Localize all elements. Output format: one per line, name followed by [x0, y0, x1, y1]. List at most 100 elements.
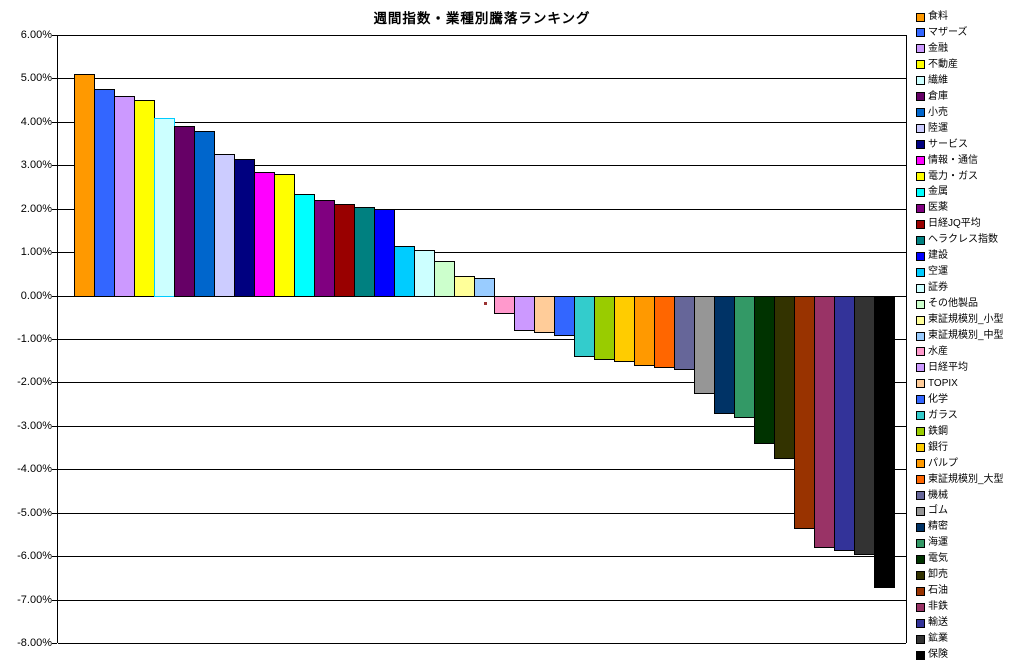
legend-swatch-icon — [916, 554, 925, 564]
bar-18 — [434, 260, 455, 297]
legend-label: 情報・通信 — [928, 154, 978, 166]
y-axis-tick — [52, 469, 57, 470]
legend-item-15: 建設 — [916, 248, 948, 264]
gridline — [58, 600, 906, 601]
legend-item-35: 卸売 — [916, 567, 948, 583]
legend-item-32: 精密 — [916, 519, 948, 535]
gridline — [58, 513, 906, 514]
bar-34 — [754, 295, 775, 445]
legend-label: 電力・ガス — [928, 170, 978, 182]
legend-swatch-icon — [916, 602, 925, 612]
y-axis-label: -4.00% — [17, 463, 52, 475]
legend-swatch-icon — [916, 538, 925, 548]
legend-label: 医薬 — [928, 202, 948, 214]
legend-swatch-icon — [916, 219, 925, 229]
legend-item-33: 海運 — [916, 535, 948, 551]
bar-38 — [834, 295, 855, 551]
legend-item-28: パルプ — [916, 456, 958, 472]
legend-label: その他製品 — [928, 298, 978, 310]
legend-label: 鉱業 — [928, 633, 948, 645]
legend-item-39: 鉱業 — [916, 631, 948, 647]
bar-27 — [614, 295, 635, 362]
legend-item-11: 金属 — [916, 184, 948, 200]
y-axis-tick — [52, 339, 57, 340]
legend-label: 金融 — [928, 42, 948, 54]
y-axis-tick — [52, 122, 57, 123]
legend-item-7: 陸運 — [916, 121, 948, 137]
legend-item-27: 銀行 — [916, 440, 948, 456]
y-axis-tick — [52, 600, 57, 601]
y-axis-label: -7.00% — [17, 594, 52, 606]
y-axis-label: -6.00% — [17, 550, 52, 562]
bar-31 — [694, 295, 715, 395]
legend-label: 化学 — [928, 393, 948, 405]
legend-label: 小売 — [928, 106, 948, 118]
legend-label: 東証規模別_大型 — [928, 473, 1004, 485]
y-axis-label: -1.00% — [17, 333, 52, 345]
legend-item-37: 非鉄 — [916, 599, 948, 615]
legend-label: 陸運 — [928, 122, 948, 134]
legend-swatch-icon — [916, 60, 925, 70]
legend-label: 空運 — [928, 266, 948, 278]
legend-item-21: 水産 — [916, 344, 948, 360]
legend-swatch-icon — [916, 12, 925, 22]
legend-label: 海運 — [928, 537, 948, 549]
legend-item-31: ゴム — [916, 503, 948, 519]
legend-swatch-icon — [916, 347, 925, 357]
legend-item-17: 証券 — [916, 280, 948, 296]
bar-10 — [274, 173, 295, 297]
y-axis-label: -2.00% — [17, 376, 52, 388]
y-axis-label: -5.00% — [17, 507, 52, 519]
legend-label: 日経平均 — [928, 361, 968, 373]
legend-swatch-icon — [916, 172, 925, 181]
legend-swatch-icon — [916, 586, 925, 596]
bar-24 — [554, 295, 575, 336]
legend-item-40: 保険 — [916, 647, 948, 663]
bar-19 — [454, 276, 475, 297]
bar-23 — [534, 295, 555, 334]
bar-1 — [94, 89, 115, 297]
bar-14 — [354, 206, 375, 297]
bar-11 — [294, 193, 315, 297]
bar-20 — [474, 278, 495, 297]
legend-item-12: 医薬 — [916, 200, 948, 216]
legend-swatch-icon — [916, 475, 925, 485]
stray-red-mark — [484, 302, 487, 305]
legend-swatch-icon — [916, 491, 925, 500]
legend-item-8: サービス — [916, 137, 968, 153]
y-axis-label: 0.00% — [20, 290, 52, 302]
y-axis-tick — [52, 209, 57, 210]
legend-item-19: 東証規模別_小型 — [916, 312, 1004, 328]
bar-36 — [794, 295, 815, 529]
legend-label: 不動産 — [928, 58, 958, 70]
legend-swatch-icon — [916, 44, 925, 54]
legend-item-16: 空運 — [916, 264, 948, 280]
y-axis-tick — [52, 513, 57, 514]
legend-swatch-icon — [916, 92, 925, 102]
bar-37 — [814, 295, 835, 549]
bar-32 — [714, 295, 735, 414]
legend-item-24: 化学 — [916, 392, 948, 408]
y-axis-label: 2.00% — [20, 203, 52, 215]
legend-label: 日経JQ平均 — [928, 218, 981, 230]
legend-swatch-icon — [916, 28, 925, 38]
legend-swatch-icon — [916, 427, 925, 437]
legend-item-26: 鉄鋼 — [916, 424, 948, 440]
legend-swatch-icon — [916, 108, 925, 118]
gridline — [58, 469, 906, 470]
legend-label: ヘラクレス指数 — [928, 234, 998, 246]
legend-label: パルプ — [928, 457, 958, 469]
bar-8 — [234, 158, 255, 297]
legend-label: 精密 — [928, 521, 948, 533]
legend-swatch-icon — [916, 203, 925, 213]
legend-swatch-icon — [916, 411, 925, 421]
legend-swatch-icon — [916, 315, 925, 325]
legend-item-20: 東証規模別_中型 — [916, 328, 1004, 344]
y-axis-label: 4.00% — [20, 116, 52, 128]
y-axis-tick — [52, 78, 57, 79]
legend-swatch-icon — [916, 379, 925, 389]
legend-swatch-icon — [916, 283, 925, 293]
legend-item-4: 繊維 — [916, 73, 948, 89]
legend-swatch-icon — [916, 618, 925, 628]
